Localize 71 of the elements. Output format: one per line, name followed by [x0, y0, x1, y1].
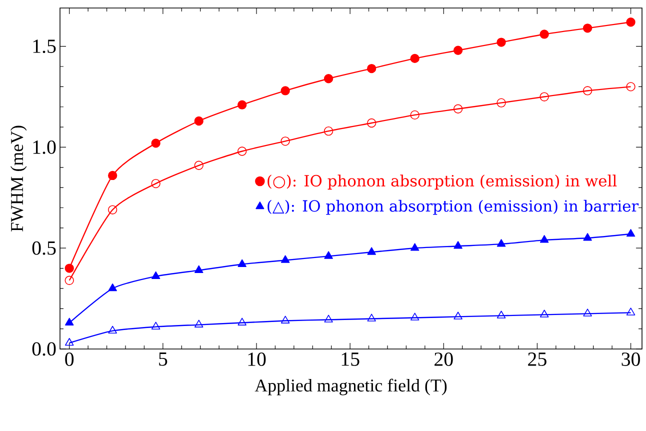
point — [64, 264, 74, 273]
point — [410, 110, 420, 120]
point — [453, 46, 463, 55]
point — [280, 316, 290, 324]
point — [540, 92, 549, 102]
point — [496, 98, 506, 108]
point — [453, 104, 463, 114]
point — [410, 312, 420, 320]
point — [151, 178, 160, 188]
y-axis-title: FWHM (meV) — [10, 126, 27, 232]
point — [194, 160, 204, 170]
x-tick-label: 25 — [528, 352, 546, 366]
point — [540, 30, 549, 39]
point — [194, 116, 204, 126]
point — [194, 320, 204, 328]
x-tick-label: 10 — [248, 352, 266, 366]
point — [626, 229, 636, 237]
point — [238, 259, 246, 267]
x-tick-label: 15 — [342, 352, 360, 366]
y-tick-label: 1.0 — [33, 140, 56, 154]
point — [324, 251, 333, 259]
point — [64, 318, 74, 326]
point — [540, 235, 549, 243]
legend-label: (○): IO phonon absorption (emission) in well — [268, 174, 617, 190]
point — [410, 54, 420, 64]
x-tick-label: 30 — [622, 352, 640, 366]
point — [108, 326, 117, 334]
point — [280, 86, 290, 96]
point — [194, 265, 204, 273]
point — [582, 24, 592, 33]
point — [238, 318, 246, 326]
point — [454, 312, 462, 320]
point — [324, 314, 333, 322]
x-tick-label: 0 — [65, 352, 74, 366]
point — [367, 314, 376, 322]
point — [367, 247, 376, 255]
point — [238, 146, 247, 156]
point — [410, 243, 420, 251]
point — [324, 126, 334, 136]
point — [108, 205, 118, 214]
point — [496, 310, 506, 318]
point — [454, 241, 462, 249]
point — [540, 310, 549, 318]
point — [367, 64, 376, 74]
point — [583, 233, 592, 241]
legend-label: (△): IO phonon absorption (emission) in barrier — [268, 200, 639, 215]
point — [151, 271, 160, 280]
point — [280, 136, 290, 146]
point — [108, 170, 118, 180]
x-axis-title: Applied magnetic field (T) — [254, 378, 447, 396]
y-tick-label: 0.0 — [32, 342, 56, 356]
y-tick-label: 1.5 — [33, 40, 56, 54]
point — [64, 338, 74, 346]
point — [280, 255, 290, 263]
y-tick-label: 0.5 — [32, 241, 56, 255]
point — [64, 276, 74, 285]
point — [496, 239, 506, 247]
point — [583, 308, 592, 316]
point — [626, 308, 636, 316]
point — [108, 283, 117, 292]
point — [367, 118, 376, 128]
point — [151, 322, 160, 330]
point — [626, 18, 636, 27]
point — [626, 82, 636, 92]
point — [496, 38, 506, 47]
point — [151, 138, 160, 148]
x-tick-label: 20 — [434, 352, 453, 366]
point — [582, 86, 592, 96]
point — [238, 100, 247, 110]
x-tick-label: 5 — [159, 352, 168, 366]
point — [324, 74, 334, 84]
